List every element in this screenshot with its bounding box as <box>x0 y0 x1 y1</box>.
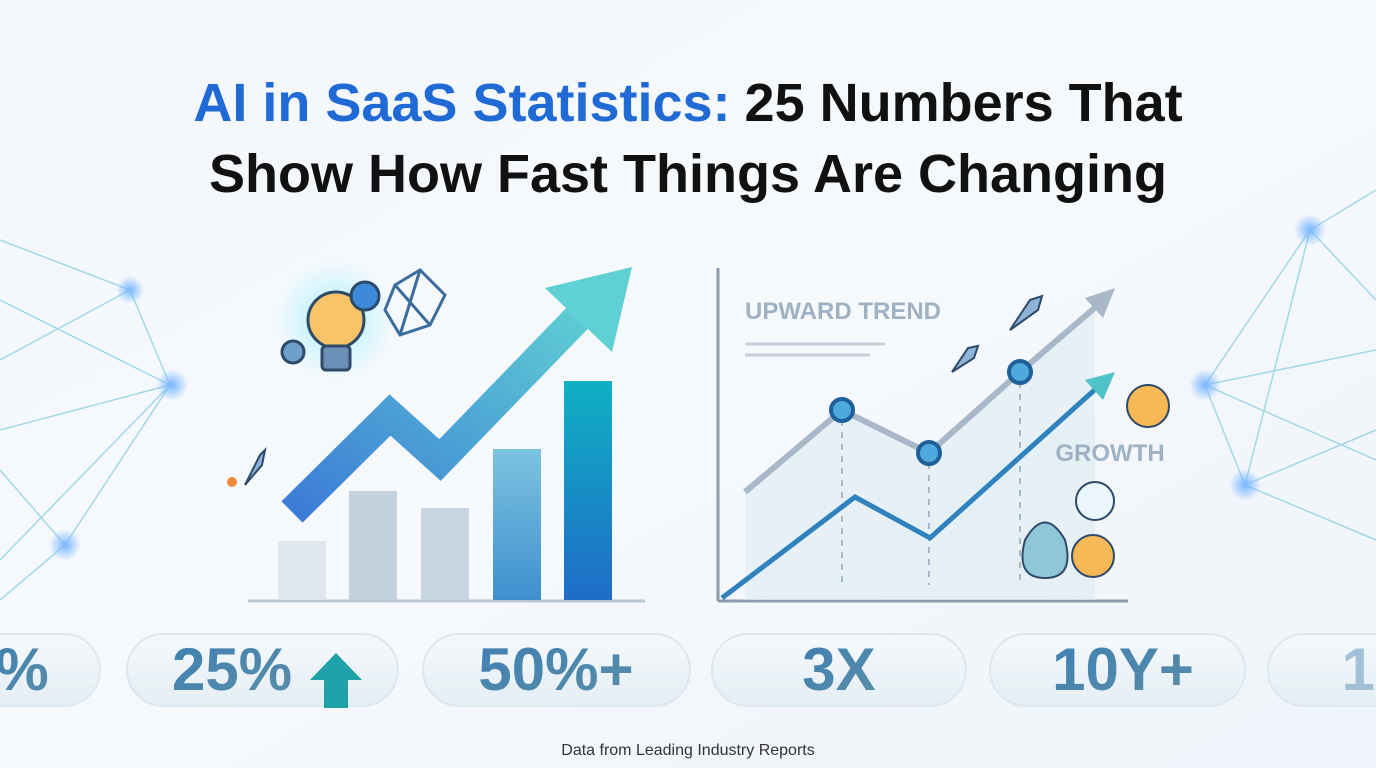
title-rest: 25 Numbers That <box>745 73 1183 133</box>
stat-pill <box>422 633 691 707</box>
trend-label: UPWARD TREND <box>745 298 941 325</box>
stat-value: 10Y+ <box>1052 636 1194 703</box>
stat-value: % <box>0 636 49 703</box>
stat-pill <box>1267 633 1376 707</box>
growth-label: GROWTH <box>1055 440 1164 467</box>
stat-value: 50%+ <box>478 636 633 703</box>
title-highlight: AI in SaaS Statistics: <box>193 73 730 133</box>
network-left <box>0 239 188 601</box>
stat-value: 25% <box>172 636 292 703</box>
stat-value: 3X <box>802 636 875 703</box>
network-right <box>1189 189 1376 541</box>
bar-illustration <box>248 267 645 603</box>
line-illustration <box>716 268 1170 603</box>
stat-pill <box>711 633 967 707</box>
stat-pill <box>989 633 1246 707</box>
title-line-2: Show How Fast Things Are Changing <box>209 144 1167 204</box>
footer-note: Data from Leading Industry Reports <box>561 742 814 759</box>
stat-value: 10 <box>1342 636 1376 703</box>
stat-pill <box>0 633 101 707</box>
up-arrow-icon <box>310 653 362 708</box>
title-line-1: AI in SaaS Statistics: 25 Numbers That <box>193 73 1182 133</box>
stat-row: % 25% 50%+ 3X 10Y+ 10 <box>0 633 1376 708</box>
idea-icons <box>227 260 447 487</box>
